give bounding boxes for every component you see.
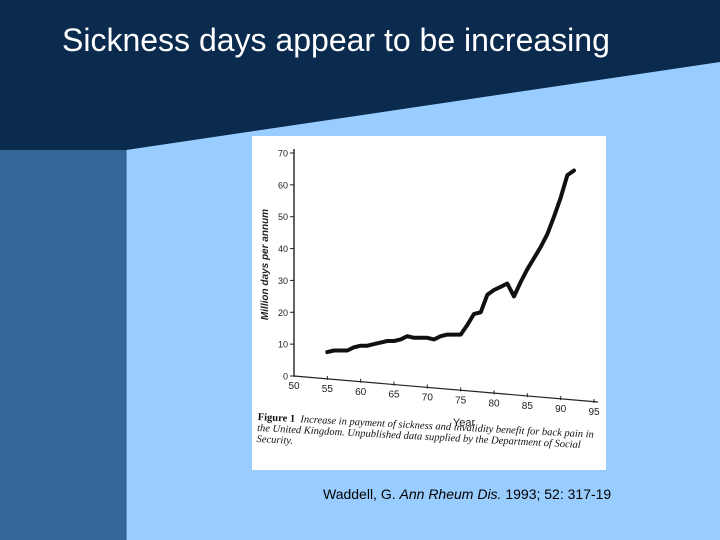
y-tick-label: 30 [278,276,288,286]
data-point [419,336,422,339]
x-tick-label: 50 [288,381,300,392]
scanned-figure: 0 10 20 30 40 50 60 70 50 55 60 65 70 75 80 85 90 95 Milli… [252,136,606,470]
data-point [492,288,496,292]
data-point [519,280,522,284]
data-point [486,293,489,296]
x-tick-label: 55 [322,384,334,395]
data-point [366,344,369,347]
x-tick-label: 65 [388,390,400,401]
data-point [399,338,402,341]
data-point [426,336,429,339]
x-tick-label: 60 [355,387,367,398]
data-point [346,349,349,352]
data-point [459,333,462,336]
data-point [439,334,442,338]
y-tick-label: 20 [278,308,288,318]
data-point [572,169,576,172]
citation-details: 1993; 52: 317-19 [505,486,612,502]
data-point [512,295,516,298]
data-point [559,196,562,199]
data-point [386,339,389,343]
series-line [325,168,576,355]
citation: Waddell, G. Ann Rheum Dis. 1993; 52: 317… [323,486,611,502]
data-point [352,346,356,349]
y-tick-label: 40 [278,244,288,254]
data-point [479,311,482,314]
data-point [546,233,549,236]
x-tick-label: 75 [455,395,467,406]
data-point [372,342,376,346]
x-tick-label: 70 [422,393,434,404]
data-point [466,323,469,327]
data-point [412,336,416,339]
data-point [446,333,449,336]
data-point [332,349,336,352]
line-chart: 0 10 20 30 40 50 60 70 50 55 60 65 70 75 80 85 90 95 Milli… [260,149,600,430]
x-tick-label: 90 [555,404,567,415]
y-tick-label: 70 [278,149,288,159]
header-diagonal-band [0,0,720,150]
citation-author: Waddell, G. [323,486,396,502]
x-tick-label: 85 [522,401,534,412]
data-point [526,268,529,271]
x-axis-label: Year [453,417,476,429]
y-tick-label: 10 [278,340,288,350]
citation-journal: Ann Rheum Dis. [399,486,502,502]
x-tick-label: 95 [588,407,600,418]
data-point [379,341,382,344]
slide-title: Sickness days appear to be increasing [62,22,610,58]
data-point [566,174,569,177]
data-point [552,215,556,218]
data-point [359,344,362,347]
y-tick-label: 60 [278,180,288,190]
data-point [506,282,509,285]
y-tick-label: 50 [278,212,288,222]
data-point [339,349,342,352]
data-point [532,256,536,260]
y-axis-label: Million days per annum [260,209,271,320]
data-point [432,338,436,341]
x-axis-line [293,375,599,403]
data-point [472,312,476,316]
data-point [326,350,329,354]
data-point [452,333,456,336]
x-tick-label: 80 [488,398,500,409]
data-point [539,245,542,249]
data-point [406,334,409,338]
y-tick-label: 0 [283,372,288,382]
data-point [499,285,502,288]
data-point [392,339,396,343]
